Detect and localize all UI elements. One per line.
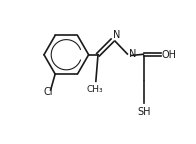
Text: OH: OH bbox=[162, 50, 177, 60]
Text: N: N bbox=[129, 49, 136, 59]
Text: Cl: Cl bbox=[44, 87, 53, 97]
Text: CH₃: CH₃ bbox=[87, 85, 103, 94]
Text: SH: SH bbox=[137, 107, 151, 116]
Text: N: N bbox=[113, 30, 120, 40]
